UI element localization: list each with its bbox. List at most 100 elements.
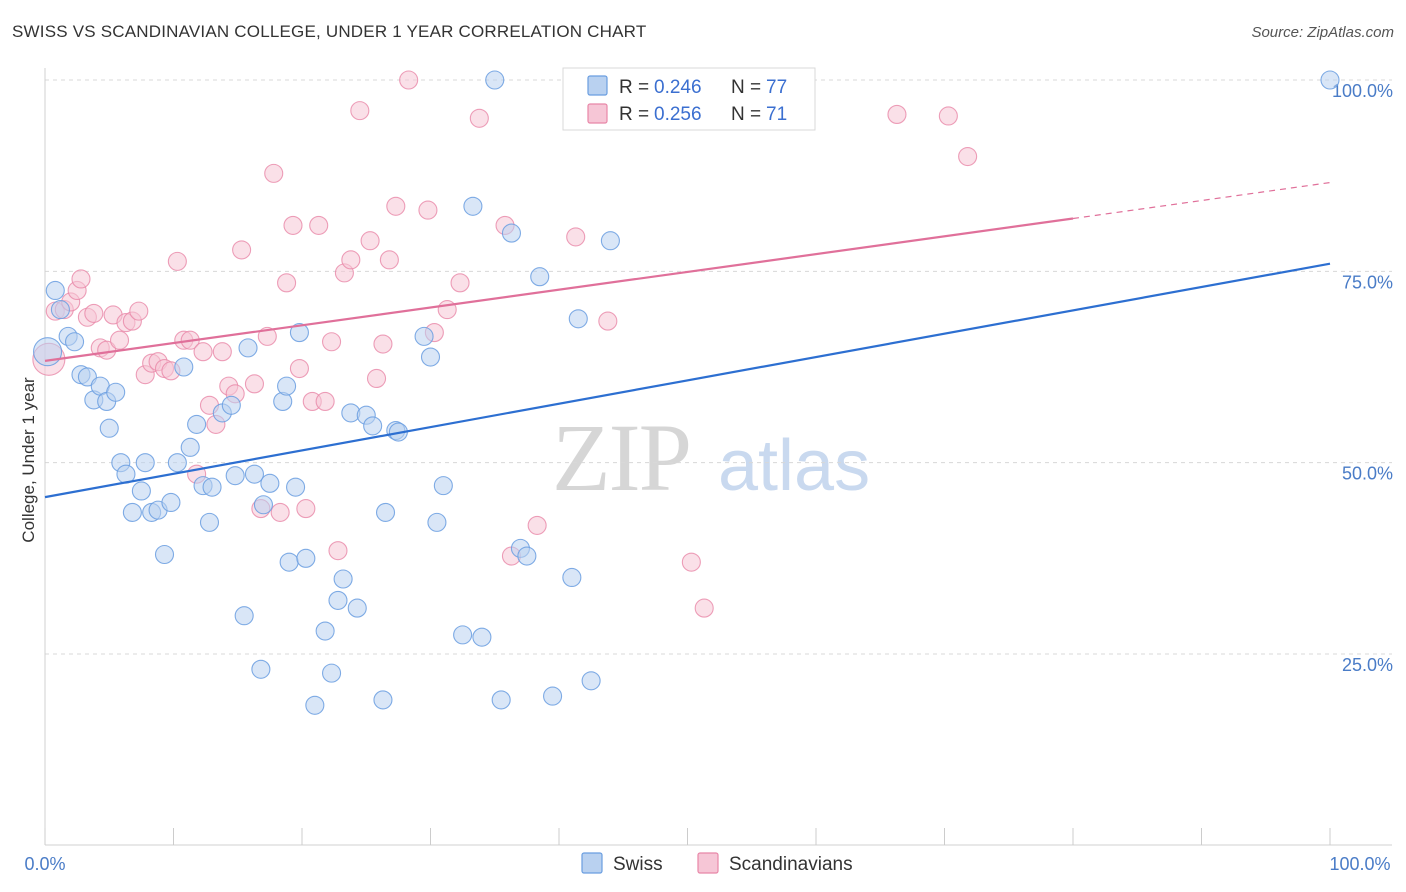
scandinavians-point — [257, 326, 277, 346]
x-axis-ticks — [44, 828, 1331, 845]
swiss-point — [253, 495, 274, 515]
scandinavians-point — [386, 196, 406, 216]
swiss-point — [333, 569, 353, 589]
swiss-point — [65, 332, 85, 352]
watermark-zip: ZIP — [552, 404, 690, 511]
legend-n-value-swiss: 77 — [766, 77, 787, 98]
grid-lines — [45, 79, 1392, 655]
x-tick-label-min: 0.0% — [24, 854, 65, 874]
swiss-point — [375, 502, 396, 522]
swiss-point — [562, 567, 582, 588]
legend-swatch-swiss — [587, 75, 608, 96]
scandinavians-point — [84, 303, 104, 323]
scandinavians-point — [418, 200, 438, 220]
scandinavians-point — [399, 70, 419, 90]
swiss-point — [600, 231, 620, 251]
scandinavians-point — [315, 391, 335, 411]
swiss-point — [296, 548, 316, 568]
legend-box: R = 0.246 N = 77 R = 0.256 N = 71 — [562, 67, 816, 131]
swiss-point — [202, 477, 222, 497]
swiss-point — [234, 606, 254, 626]
scandinavians-point — [296, 499, 316, 519]
swiss-point — [244, 464, 265, 484]
swiss-point — [420, 347, 441, 367]
bottom-legend: Swiss Scandinavians — [581, 852, 853, 875]
scandinavians-point — [328, 541, 348, 561]
bottom-legend-swatch-swiss — [581, 852, 603, 874]
swiss-point — [187, 414, 207, 434]
swiss-point — [485, 70, 505, 90]
swiss-point — [221, 395, 241, 415]
legend-r-value-swiss: 0.246 — [654, 77, 702, 98]
bottom-legend-swatch-scandinavians — [697, 852, 719, 874]
scandinavians-trend-extension — [1072, 181, 1331, 220]
legend-swatch-scandinavians — [587, 103, 608, 124]
scandinavians-point — [270, 502, 290, 522]
swiss-point — [472, 627, 492, 647]
scandinavians-point — [167, 251, 187, 271]
swiss-point — [491, 690, 511, 710]
scandinavians-point — [232, 240, 252, 260]
scandinavians-point — [469, 108, 489, 128]
scandinavians-point — [938, 106, 958, 126]
y-tick-label-75: 75.0% — [1342, 272, 1393, 292]
swiss-point — [154, 544, 175, 565]
swiss-point — [543, 686, 563, 706]
scandinavians-point — [373, 334, 393, 354]
swiss-point — [45, 280, 65, 301]
scandinavians-point — [71, 269, 91, 289]
scandinavians-point — [283, 215, 303, 235]
y-tick-label-100: 100.0% — [1332, 81, 1393, 101]
y-tick-labels: 25.0% 50.0% 75.0% 100.0% — [1332, 81, 1393, 675]
x-tick-label-max: 100.0% — [1329, 854, 1390, 874]
swiss-point — [122, 502, 142, 522]
scandinavians-point — [366, 368, 387, 389]
scandinavians-point — [289, 358, 309, 379]
swiss-point — [328, 590, 348, 610]
scandinavians-trend-line — [44, 217, 1074, 362]
swiss-point — [501, 223, 522, 243]
legend-n-label-scandinavians: N = — [731, 104, 761, 125]
swiss-point — [135, 453, 155, 473]
scandinavians-point — [958, 146, 978, 167]
scandinavians-point — [212, 342, 232, 362]
scandinavians-point — [277, 273, 297, 293]
swiss-point — [77, 367, 97, 387]
swiss-point — [315, 621, 335, 641]
swiss-point — [161, 492, 181, 513]
swiss-point — [414, 326, 434, 346]
scandinavians-point — [109, 330, 130, 350]
legend-n-value-scandinavians: 71 — [766, 104, 787, 125]
trend-lines — [44, 181, 1331, 499]
swiss-point — [251, 659, 271, 679]
scandinavians-point — [264, 163, 284, 183]
scandinavians-point — [360, 231, 380, 251]
swiss-trend-line — [44, 262, 1331, 499]
swiss-point — [363, 416, 383, 436]
y-tick-label-50: 50.0% — [1342, 464, 1393, 484]
swiss-point — [453, 625, 473, 645]
swiss-point — [199, 512, 220, 532]
scandinavians-point — [350, 101, 370, 121]
swiss-point — [167, 453, 187, 473]
bottom-legend-label-scandinavians: Scandinavians — [729, 854, 853, 875]
swiss-point — [568, 309, 588, 329]
swiss-point — [289, 323, 309, 343]
swiss-point — [260, 473, 280, 493]
scandinavians-point — [566, 227, 586, 247]
chart-title: SWISS VS SCANDINAVIAN COLLEGE, UNDER 1 Y… — [12, 22, 647, 41]
legend-r-value-scandinavians: 0.256 — [654, 104, 702, 125]
y-tick-label-25: 25.0% — [1342, 655, 1393, 675]
scandinavians-point — [193, 342, 213, 362]
scandinavians-point — [341, 250, 361, 270]
scandinavians-point — [129, 301, 149, 321]
swiss-point — [50, 300, 70, 320]
scandinavians-point — [887, 104, 907, 124]
legend-r-label-swiss: R = — [619, 77, 649, 98]
scandinavians-point — [450, 273, 470, 293]
scandinavians-point — [309, 215, 329, 235]
swiss-point — [131, 481, 151, 501]
scandinavians-point — [598, 311, 618, 331]
source-credit: Source: ZipAtlas.com — [1251, 24, 1394, 41]
